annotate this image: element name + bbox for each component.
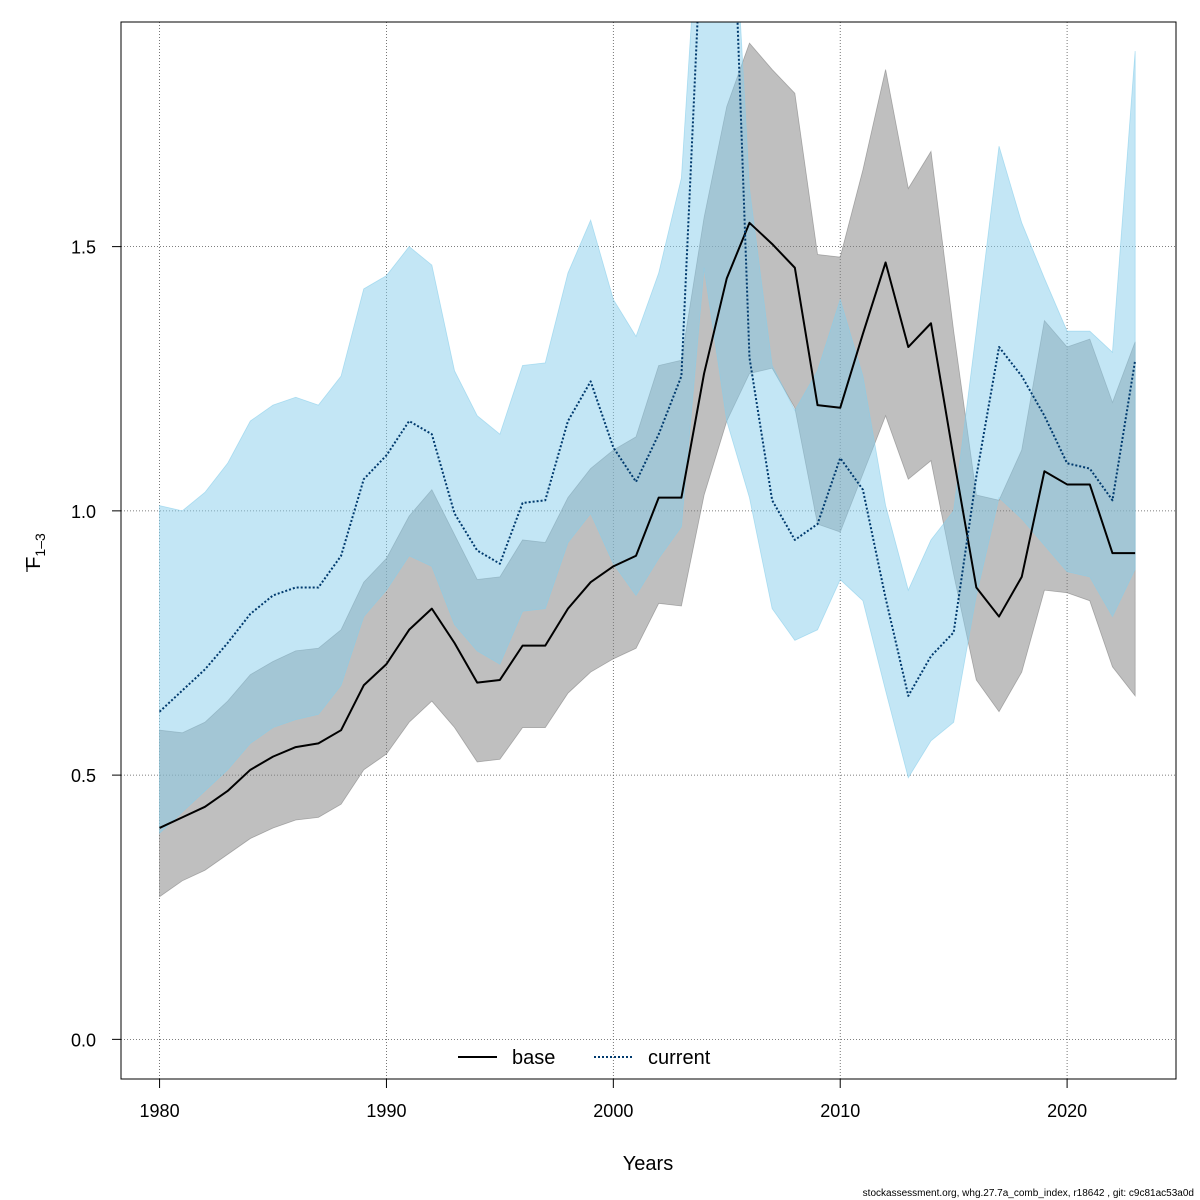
x-axis-title: Years: [623, 1153, 673, 1175]
series-lines: [158, 22, 1137, 829]
x-tick-label-2000: 2000: [593, 1101, 633, 1121]
y-tick-label-1.0: 1.0: [71, 502, 96, 522]
legend: base current: [458, 1047, 711, 1069]
y-tick-label-1.5: 1.5: [71, 238, 96, 258]
line-current: [158, 22, 1137, 713]
band-current: [159, 22, 1136, 835]
svg-text:F1–3: F1–3: [23, 533, 48, 569]
y-axis: 0.0 0.5 1.0 1.5: [71, 238, 121, 1050]
y-tick-label-0.0: 0.0: [71, 1030, 96, 1050]
x-tick-label-2020: 2020: [1047, 1101, 1087, 1121]
x-axis: 1980 1990 2000 2010 2020: [140, 1079, 1087, 1121]
legend-label-current: current: [648, 1047, 711, 1069]
x-tick-label-2010: 2010: [820, 1101, 860, 1121]
y-axis-title-main: F: [23, 557, 45, 569]
y-axis-title: F1–3: [23, 533, 48, 572]
confidence-bands: [159, 22, 1136, 898]
line-base: [159, 221, 1136, 829]
footer-text: stockassessment.org, whg.27.7a_comb_inde…: [863, 1188, 1194, 1199]
y-axis-title-sub: 1–3: [32, 533, 48, 557]
x-tick-label-1980: 1980: [140, 1101, 180, 1121]
legend-label-base: base: [512, 1047, 555, 1069]
plot-frame: [120, 21, 1177, 1080]
y-tick-label-0.5: 0.5: [71, 766, 96, 786]
x-tick-label-1990: 1990: [366, 1101, 406, 1121]
